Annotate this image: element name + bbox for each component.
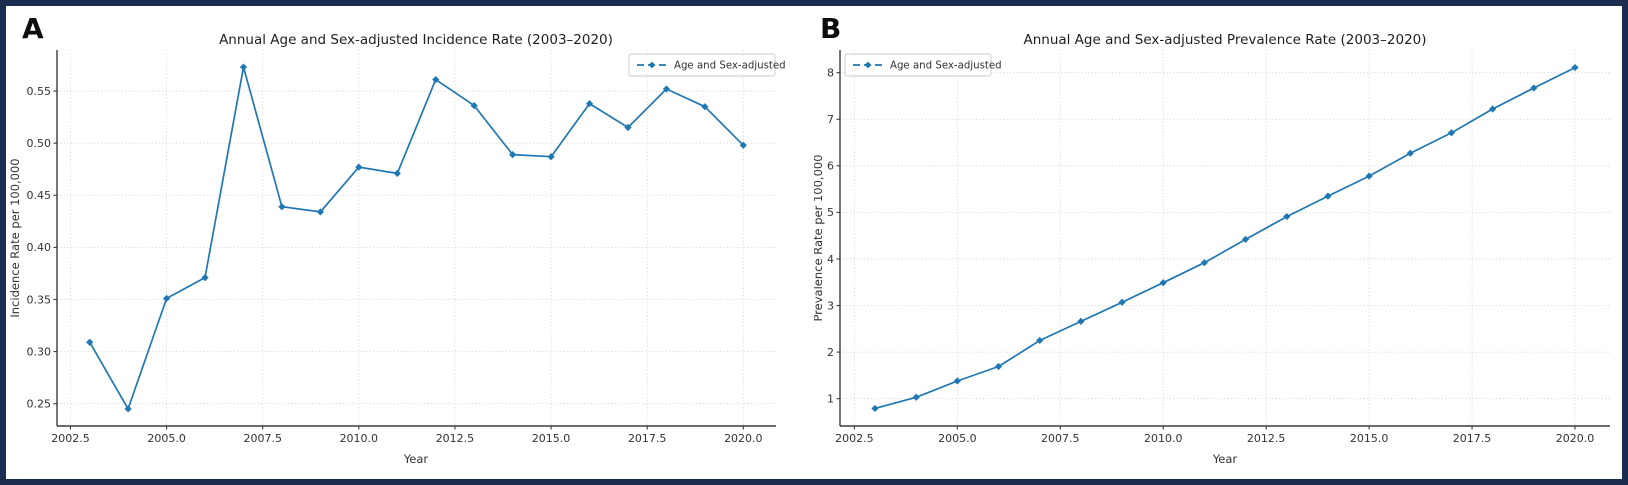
data-point-marker [1241, 235, 1250, 243]
plot-area: 2002.5 2005.0 2007.5 2010.0 2012.5 2015.0 2017… [27, 50, 786, 445]
panel-label-a: A [22, 12, 44, 45]
y-tick-label: 0.50 [27, 137, 52, 150]
y-tick-label: 0.55 [27, 85, 52, 98]
x-axis-label: Year [403, 452, 429, 466]
data-point-marker [1036, 336, 1044, 345]
x-axis-label: Year [1212, 452, 1238, 466]
grid-layer [840, 50, 1610, 426]
y-tick-label: 3 [827, 299, 834, 312]
prevalence-line-chart: Annual Age and Sex-adjusted Prevalence R… [814, 32, 1610, 466]
panel-b: B Annual Age and Sex-adjusted Prevalence… [814, 6, 1622, 479]
x-tick-label: 2005.0 [938, 432, 977, 445]
y-tick-label: 7 [827, 113, 834, 126]
x-tick-label: 2002.5 [835, 432, 874, 445]
legend-marker-sample [648, 61, 656, 69]
axes-layer: 2002.5 2005.0 2007.5 2010.0 2012.5 2015.0 2017… [27, 50, 776, 445]
legend-label: Age and Sex-adjusted [890, 61, 1002, 72]
y-tick-label: 0.30 [27, 345, 52, 358]
incidence-line-chart: Annual Age and Sex-adjusted Incidence Ra… [8, 32, 786, 466]
y-tick-label: 0.35 [27, 293, 52, 306]
x-tick-label: 2012.5 [1247, 432, 1286, 445]
y-tick-label: 4 [827, 253, 834, 266]
x-tick-label: 2020.0 [1556, 432, 1595, 445]
data-point-marker [1077, 317, 1085, 325]
chart-title: Annual Age and Sex-adjusted Incidence Ra… [219, 32, 613, 48]
series-line [874, 66, 1576, 410]
panel-label-b: B [820, 12, 842, 45]
data-point-marker [953, 377, 961, 385]
data-point-marker [871, 404, 879, 413]
series-layer [86, 63, 747, 413]
data-point-marker [1118, 298, 1126, 306]
data-point-marker [86, 338, 94, 346]
legend-marker-sample [864, 61, 872, 69]
data-point-marker [1365, 172, 1373, 180]
data-point-marker [470, 102, 478, 110]
x-tick-label: 2012.5 [436, 432, 475, 445]
data-point-marker [124, 405, 132, 413]
series-layer [871, 63, 1579, 413]
series-line [88, 66, 744, 410]
legend-label: Age and Sex-adjusted [674, 61, 786, 72]
y-axis-label: Prevalence Rate per 100,000 [814, 154, 825, 321]
data-point-marker [393, 169, 401, 177]
data-point-marker [912, 393, 920, 401]
y-tick-label: 1 [827, 392, 834, 405]
x-tick-label: 2005.0 [147, 432, 186, 445]
data-point-marker [316, 208, 324, 216]
data-point-marker [662, 85, 671, 93]
panel-a: A Annual Age and Sex-adjusted Incidence … [6, 6, 814, 479]
data-point-marker [355, 163, 363, 171]
data-point-marker [162, 294, 171, 303]
data-point-marker [1159, 279, 1167, 287]
y-tick-label: 6 [827, 160, 834, 173]
x-tick-label: 2007.5 [1041, 432, 1080, 445]
data-point-marker [1324, 192, 1332, 200]
data-point-marker [1571, 63, 1579, 72]
legend-box [628, 53, 776, 77]
data-point-marker [701, 103, 709, 111]
data-point-marker [1406, 149, 1414, 157]
legend-box [844, 53, 992, 77]
x-tick-label: 2002.5 [51, 432, 90, 445]
data-point-marker [1530, 84, 1538, 92]
data-point-marker [509, 151, 517, 159]
x-tick-label: 2015.0 [1350, 432, 1389, 445]
y-tick-label: 0.40 [27, 241, 52, 254]
axes-layer: 2002.5 2005.0 2007.5 2010.0 2012.5 2015.0 2017… [827, 50, 1610, 445]
x-tick-label: 2017.5 [1453, 432, 1492, 445]
y-tick-label: 2 [827, 346, 834, 359]
data-point-marker [585, 99, 594, 108]
data-point-marker [739, 141, 747, 149]
y-tick-label: 0.25 [27, 397, 52, 410]
legend: Age and Sex-adjusted [844, 53, 1002, 77]
data-point-marker [994, 362, 1003, 371]
y-tick-label: 5 [827, 206, 834, 219]
y-tick-label: 8 [827, 66, 834, 79]
legend: Age and Sex-adjusted [628, 53, 786, 77]
x-tick-label: 2010.0 [340, 432, 379, 445]
data-point-marker [432, 75, 440, 84]
chart-title: Annual Age and Sex-adjusted Prevalence R… [1023, 32, 1426, 48]
grid-layer [57, 50, 776, 426]
data-point-marker [547, 153, 555, 161]
x-tick-label: 2017.5 [628, 432, 667, 445]
data-point-marker [1489, 105, 1497, 113]
x-tick-label: 2010.0 [1144, 432, 1183, 445]
plot-area: 2002.5 2005.0 2007.5 2010.0 2012.5 2015.0 2017… [827, 50, 1610, 445]
y-tick-label: 0.45 [27, 189, 52, 202]
data-point-marker [239, 63, 248, 71]
x-tick-label: 2007.5 [243, 432, 282, 445]
data-point-marker [1283, 212, 1291, 221]
x-tick-label: 2020.0 [724, 432, 763, 445]
data-point-marker [1447, 129, 1456, 137]
data-point-marker [278, 203, 286, 211]
data-point-marker [624, 123, 632, 132]
x-tick-label: 2015.0 [532, 432, 571, 445]
data-point-marker [201, 274, 209, 282]
data-point-marker [1200, 259, 1209, 267]
y-axis-label: Incidence Rate per 100,000 [8, 158, 22, 317]
